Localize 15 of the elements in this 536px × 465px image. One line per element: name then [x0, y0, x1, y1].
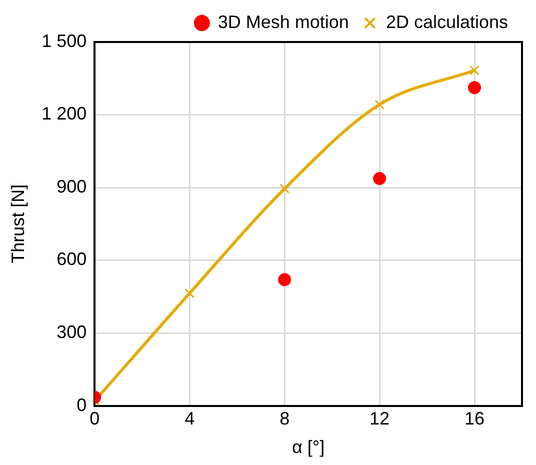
x-tick-label: 0: [90, 408, 100, 429]
y-axis-title: Thrust [N]: [8, 184, 28, 264]
x-tick-label: 8: [280, 408, 290, 429]
x-tick-label: 4: [184, 408, 195, 429]
x-tick-label: 12: [370, 408, 390, 429]
y-tick-label: 1 500: [42, 30, 87, 51]
y-tick-label: 1 200: [42, 104, 87, 124]
y-tick-label: 300: [56, 322, 87, 342]
y-tick-label: 0: [76, 394, 87, 415]
x-tick-label: 16: [464, 408, 485, 429]
y-tick-label: 600: [56, 249, 87, 270]
legend-label: 2D calculations: [386, 12, 508, 32]
legend-label: 3D Mesh motion: [218, 12, 349, 32]
x-axis-title: α [°]: [292, 437, 325, 458]
y-tick-label: 900: [56, 176, 87, 196]
